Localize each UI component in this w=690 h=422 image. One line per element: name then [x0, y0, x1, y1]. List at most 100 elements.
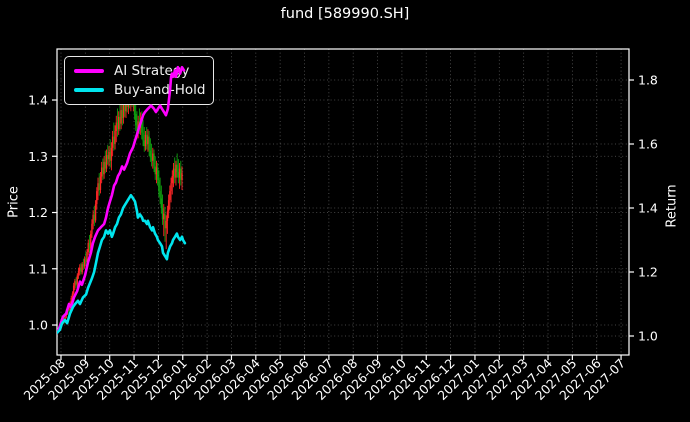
candle-body [119, 116, 121, 124]
candle-body [91, 223, 93, 234]
candle-body [63, 319, 65, 322]
legend-item-buy-and-hold: Buy-and-Hold [74, 82, 206, 98]
candle-body [142, 132, 144, 141]
candle-body [79, 267, 81, 272]
candle-body [118, 116, 120, 130]
candle-body [143, 140, 145, 147]
legend-label: Buy-and-Hold [114, 82, 206, 98]
candle-body [111, 136, 114, 148]
candle-body [135, 114, 137, 126]
candle-body [109, 151, 111, 161]
candle-body [174, 168, 176, 178]
candle-body [113, 136, 115, 144]
return-tick-label: 1.0 [638, 328, 658, 343]
candle-body [85, 259, 87, 263]
candle-body [70, 298, 72, 304]
candle-body [80, 267, 82, 273]
candle-body [68, 308, 70, 311]
candle-body [163, 213, 165, 220]
candle-body [136, 125, 138, 134]
candle-body [71, 293, 74, 299]
candle-body [177, 172, 180, 178]
candle-body [181, 173, 183, 180]
ai-strategy-line-swatch [74, 69, 104, 73]
candle-body [167, 200, 170, 212]
candle-body [171, 175, 173, 184]
candle-body [152, 153, 154, 161]
candle-body [99, 176, 102, 191]
candle-body [96, 191, 98, 205]
candle-body [147, 136, 149, 144]
candle-body [72, 285, 75, 294]
candle-body [90, 233, 92, 249]
legend-item-ai-strategy: AI Strategy [74, 63, 204, 79]
candle-body [65, 311, 68, 316]
candle-body [86, 251, 88, 263]
candle-body [121, 110, 124, 119]
candle-body [160, 198, 163, 209]
candle-body [61, 319, 64, 323]
candle-body [83, 259, 86, 267]
candle-body [93, 214, 96, 221]
candle-body [110, 147, 113, 161]
candle-body [115, 122, 117, 131]
candle-body [178, 168, 181, 178]
candle-body [144, 134, 147, 147]
candle-body [150, 157, 153, 161]
candle-body [170, 183, 172, 192]
candle-body [100, 167, 103, 177]
candle-body [122, 104, 125, 119]
chart-title: fund [589990.SH] [280, 6, 410, 22]
legend-label: AI Strategy [114, 63, 190, 79]
candle-body [169, 191, 171, 201]
candle-body [92, 214, 94, 224]
legend: AI Strategy Buy-and-Hold [64, 56, 214, 105]
candle-body [172, 168, 175, 176]
candle-body [176, 164, 178, 173]
return-tick-label: 1.8 [638, 73, 658, 88]
return-tick-label: 1.2 [638, 264, 658, 279]
candle-body [87, 242, 89, 252]
candle-body [107, 155, 109, 160]
candle-body [88, 242, 91, 249]
price-tick-label: 1.1 [28, 261, 48, 276]
candle-body [146, 134, 148, 144]
candle-body [108, 151, 110, 160]
candle-body [164, 213, 166, 229]
candle-body [120, 110, 122, 124]
candle-body [76, 275, 79, 285]
candle-body [105, 155, 108, 169]
candle-body [175, 164, 177, 178]
candle-body [77, 271, 80, 276]
candle-body [137, 121, 139, 134]
price-tick-label: 1.0 [28, 318, 48, 333]
candle-body [148, 136, 150, 151]
buy-and-hold-line-swatch [74, 88, 104, 92]
candle-body [81, 264, 83, 273]
price-tick-label: 1.3 [28, 149, 48, 164]
candle-body [64, 315, 66, 322]
candle-body [103, 161, 105, 175]
candle-body [82, 264, 85, 267]
candle-body [165, 220, 167, 229]
candle-body [180, 168, 182, 180]
price-tick-label: 1.2 [28, 205, 48, 220]
candle-body [138, 121, 141, 129]
candle-body [161, 208, 164, 220]
candle-body [98, 183, 100, 191]
candle-body [156, 167, 159, 180]
candle-body [159, 191, 161, 199]
candle-body [139, 118, 142, 129]
candle-body [153, 153, 155, 167]
candlestick-series [60, 87, 183, 328]
candle-body [116, 122, 119, 130]
candle-body [155, 167, 158, 175]
candle-body [104, 161, 107, 169]
right-axis-label: Return [664, 184, 680, 228]
candle-body [60, 322, 63, 326]
price-tick-label: 1.4 [28, 93, 48, 108]
candle-body [69, 303, 71, 311]
candle-body [149, 150, 152, 158]
candle-body [114, 130, 116, 144]
